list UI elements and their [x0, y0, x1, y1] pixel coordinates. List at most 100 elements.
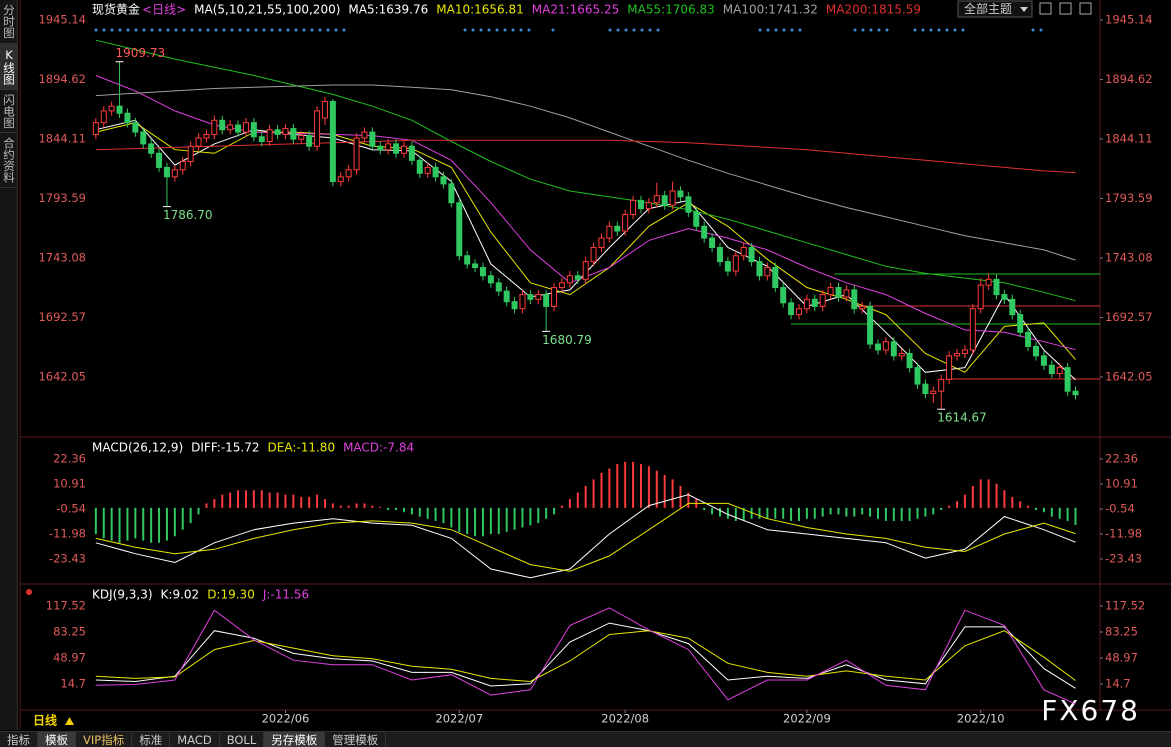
macd-bar	[655, 470, 658, 508]
bottom-tab[interactable]: BOLL	[220, 732, 265, 747]
y-tick-label: 1793.59	[38, 191, 86, 205]
y-tick-label: 22.36	[53, 451, 86, 465]
theme-menu-label[interactable]: 全部主题	[964, 1, 1012, 16]
candle-body	[345, 169, 352, 178]
event-marker	[278, 28, 282, 32]
event-marker	[885, 28, 889, 32]
indicator-line	[95, 75, 1076, 351]
macd-bar	[181, 507, 184, 530]
period-button[interactable]: 日线	[33, 713, 57, 728]
macd-bar	[584, 485, 587, 508]
candle-body	[274, 129, 281, 135]
candle-body	[795, 308, 802, 316]
candle-body	[408, 145, 415, 161]
macd-bar	[632, 461, 635, 508]
sidebar-tab[interactable]: 合约资料	[0, 133, 17, 188]
candle-body	[495, 282, 502, 292]
extreme-label: 1786.70	[163, 208, 213, 222]
extreme-label: 1614.67	[937, 411, 987, 425]
window-button[interactable]	[1039, 2, 1052, 15]
event-marker	[182, 28, 186, 32]
window-button[interactable]	[1059, 2, 1072, 15]
event-marker	[656, 28, 660, 32]
macd-bar	[687, 492, 690, 508]
macd-bar	[537, 507, 540, 524]
macd-bar	[979, 479, 982, 508]
candle-body	[1040, 355, 1047, 366]
candle-body	[614, 225, 621, 232]
macd-bar	[173, 507, 176, 537]
macd-bar	[711, 507, 714, 515]
macd-bar	[876, 507, 879, 519]
candle-body	[772, 267, 779, 289]
bottom-tab[interactable]: 标准	[132, 732, 171, 747]
macd-bar	[805, 507, 808, 519]
macd-bar	[110, 507, 113, 541]
macd-bar	[758, 507, 761, 519]
event-marker	[853, 28, 857, 32]
sidebar-tab[interactable]: 闪电图	[0, 90, 17, 133]
macd-bar	[94, 507, 97, 535]
event-marker	[790, 28, 794, 32]
event-marker	[286, 28, 290, 32]
macd-bar	[797, 507, 800, 521]
candle-body	[203, 133, 210, 139]
candle-body	[661, 195, 668, 206]
event-marker	[206, 28, 210, 32]
bottom-tab[interactable]: 另存模板	[264, 732, 326, 747]
candle-body	[732, 255, 739, 272]
candle-body	[819, 294, 826, 307]
macd-bar	[347, 505, 350, 508]
event-marker	[222, 28, 226, 32]
bottom-tab[interactable]: 模板	[38, 732, 76, 747]
y-tick-label-right: 1642.05	[1105, 369, 1153, 383]
event-marker	[961, 28, 965, 32]
event-marker	[246, 28, 250, 32]
candle-body	[361, 131, 368, 139]
theme-menu[interactable]	[957, 0, 1033, 18]
window-button[interactable]	[1079, 2, 1092, 15]
sidebar-tab[interactable]: 分时图	[0, 0, 17, 44]
event-marker	[861, 28, 865, 32]
macd-bar	[316, 494, 319, 508]
y-tick-label-right: 1743.08	[1105, 251, 1153, 265]
event-marker	[118, 28, 122, 32]
candle-body	[132, 122, 139, 133]
macd-bar	[466, 507, 469, 535]
candle-body	[503, 290, 510, 303]
candle-body	[780, 287, 787, 304]
candle-body	[598, 237, 605, 249]
candle-body	[1017, 314, 1024, 333]
macd-bar	[355, 503, 358, 508]
macd-bar	[553, 507, 556, 515]
bottom-tab[interactable]: VIP指标	[76, 732, 133, 747]
y-tick-label: 1743.08	[38, 251, 86, 265]
candle-body	[290, 128, 297, 140]
macd-bar	[616, 464, 619, 508]
legend-label: DEA:-11.80	[268, 441, 336, 455]
macd-bar	[521, 507, 524, 528]
event-marker	[1039, 28, 1043, 32]
legend-label: MACD:-7.84	[343, 441, 414, 455]
event-marker	[471, 28, 475, 32]
candle-body	[116, 105, 123, 114]
bottom-tab[interactable]: 指标	[0, 732, 38, 747]
macd-bar	[237, 490, 240, 508]
event-marker	[302, 28, 306, 32]
candle-body	[859, 305, 866, 310]
y-tick-label-right: 1793.59	[1105, 191, 1153, 205]
sidebar-tab[interactable]: K线图	[0, 43, 17, 90]
macd-bar	[963, 494, 966, 508]
y-tick-label-right: 1692.57	[1105, 310, 1153, 324]
macd-bar	[718, 507, 721, 517]
macd-bar	[1027, 505, 1030, 508]
macd-bar	[331, 503, 334, 508]
bottom-tab[interactable]: 管理模板	[325, 732, 387, 747]
candle-body	[1025, 331, 1032, 347]
bottom-tab[interactable]: MACD	[170, 732, 220, 747]
indicator-icon	[26, 589, 32, 595]
candle-body	[969, 308, 976, 351]
candle-body	[1048, 364, 1055, 375]
macd-bar	[750, 507, 753, 519]
x-tick-label: 2022/08	[601, 712, 649, 726]
